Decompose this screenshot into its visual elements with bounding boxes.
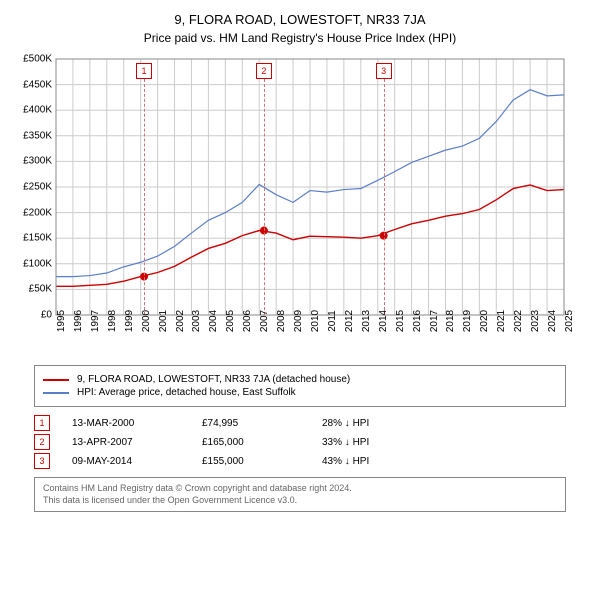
- xtick-label: 2009: [293, 310, 304, 332]
- xtick-label: 2024: [547, 310, 558, 332]
- xtick-label: 2020: [479, 310, 490, 332]
- xtick-label: 2011: [327, 310, 338, 332]
- ytick-label: £0: [12, 310, 52, 321]
- xtick-label: 2008: [276, 310, 287, 332]
- xtick-label: 2018: [445, 310, 456, 332]
- footer-line-1: Contains HM Land Registry data © Crown c…: [43, 483, 557, 495]
- xtick-label: 2013: [361, 310, 372, 332]
- row-price: £74,995: [202, 418, 322, 429]
- marker-line: [144, 79, 145, 315]
- xtick-label: 2007: [259, 310, 270, 332]
- ytick-label: £150K: [12, 233, 52, 244]
- xtick-label: 2002: [175, 310, 186, 332]
- row-date: 09-MAY-2014: [72, 456, 202, 467]
- ytick-label: £250K: [12, 182, 52, 193]
- table-row: 1 13-MAR-2000£74,99528% ↓ HPI: [34, 415, 566, 431]
- sales-table: 1 13-MAR-2000£74,99528% ↓ HPI 2 13-APR-2007…: [34, 415, 566, 469]
- table-row: 2 13-APR-2007£165,00033% ↓ HPI: [34, 434, 566, 450]
- xtick-label: 1995: [56, 310, 67, 332]
- xtick-label: 2006: [242, 310, 253, 332]
- xtick-label: 2015: [395, 310, 406, 332]
- legend-row: HPI: Average price, detached house, East…: [43, 387, 557, 398]
- xtick-label: 2003: [191, 310, 202, 332]
- xtick-label: 2012: [344, 310, 355, 332]
- xtick-label: 2014: [378, 310, 389, 332]
- marker-line: [384, 79, 385, 315]
- xtick-label: 1999: [124, 310, 135, 332]
- xtick-label: 2000: [141, 310, 152, 332]
- ytick-label: £400K: [12, 105, 52, 116]
- row-delta: 28% ↓ HPI: [322, 418, 369, 429]
- xtick-label: 2022: [513, 310, 524, 332]
- row-date: 13-APR-2007: [72, 437, 202, 448]
- row-index: 2: [34, 434, 50, 450]
- ytick-label: £350K: [12, 130, 52, 141]
- xtick-label: 2017: [429, 310, 440, 332]
- row-price: £165,000: [202, 437, 322, 448]
- xtick-label: 2004: [208, 310, 219, 332]
- legend-swatch: [43, 392, 69, 394]
- row-date: 13-MAR-2000: [72, 418, 202, 429]
- row-index: 3: [34, 453, 50, 469]
- xtick-label: 2025: [564, 310, 575, 332]
- xtick-label: 2021: [496, 310, 507, 332]
- chart: 1 2 3 £0 £50K £100K £150K £200K £250K £300K £350K £…: [12, 55, 572, 355]
- table-row: 3 09-MAY-2014£155,00043% ↓ HPI: [34, 453, 566, 469]
- xtick-label: 2019: [462, 310, 473, 332]
- row-price: £155,000: [202, 456, 322, 467]
- ytick-label: £200K: [12, 207, 52, 218]
- page-subtitle: Price paid vs. HM Land Registry's House …: [12, 31, 588, 45]
- marker-label: 1: [136, 63, 152, 79]
- ytick-label: £300K: [12, 156, 52, 167]
- legend-label: 9, FLORA ROAD, LOWESTOFT, NR33 7JA (deta…: [77, 374, 350, 385]
- row-index: 1: [34, 415, 50, 431]
- footer-line-2: This data is licensed under the Open Gov…: [43, 495, 557, 507]
- marker-label: 3: [376, 63, 392, 79]
- xtick-label: 2001: [158, 310, 169, 332]
- row-delta: 43% ↓ HPI: [322, 456, 369, 467]
- xtick-label: 1996: [73, 310, 84, 332]
- legend-row: 9, FLORA ROAD, LOWESTOFT, NR33 7JA (deta…: [43, 374, 557, 385]
- xtick-label: 2016: [412, 310, 423, 332]
- ytick-label: £450K: [12, 79, 52, 90]
- legend-label: HPI: Average price, detached house, East…: [77, 387, 296, 398]
- legend-swatch: [43, 379, 69, 381]
- marker-label: 2: [256, 63, 272, 79]
- ytick-label: £50K: [12, 284, 52, 295]
- xtick-label: 2023: [530, 310, 541, 332]
- legend: 9, FLORA ROAD, LOWESTOFT, NR33 7JA (deta…: [34, 365, 566, 407]
- xtick-label: 2010: [310, 310, 321, 332]
- ytick-label: £100K: [12, 258, 52, 269]
- xtick-label: 1997: [90, 310, 101, 332]
- marker-line: [264, 79, 265, 315]
- ytick-label: £500K: [12, 54, 52, 65]
- footer-attribution: Contains HM Land Registry data © Crown c…: [34, 477, 566, 512]
- page-title: 9, FLORA ROAD, LOWESTOFT, NR33 7JA: [12, 12, 588, 27]
- row-delta: 33% ↓ HPI: [322, 437, 369, 448]
- xtick-label: 1998: [107, 310, 118, 332]
- xtick-label: 2005: [225, 310, 236, 332]
